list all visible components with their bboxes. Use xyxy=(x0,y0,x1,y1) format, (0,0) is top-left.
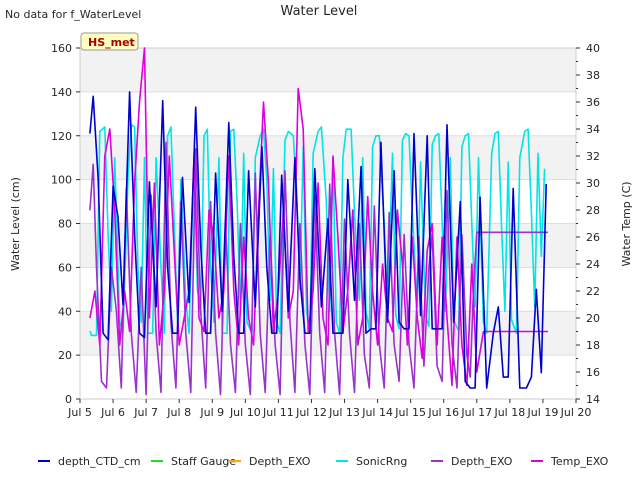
series-line-depth-exo xyxy=(89,141,548,396)
station-label-box: HS_met xyxy=(80,32,139,51)
y2-tick-label: 30 xyxy=(586,177,600,190)
y2-tick-label: 32 xyxy=(586,150,600,163)
y-tick-label: 160 xyxy=(51,42,72,55)
y2-tick-label: 14 xyxy=(586,393,600,406)
y-tick-label: 100 xyxy=(51,174,72,187)
x-tick-label: Jul 16 xyxy=(427,406,459,419)
legend: depth_CTD_cm Staff Gauge Depth_EXO SonicRng… xyxy=(38,455,609,468)
y-tick-label: 60 xyxy=(58,261,72,274)
chart-title: Water Level xyxy=(281,4,358,19)
x-tick-label: Jul 10 xyxy=(229,406,261,419)
x-tick-label: Jul 9 xyxy=(199,406,224,419)
legend-label: depth_CTD_cm xyxy=(58,455,141,468)
y-tick-label: 120 xyxy=(51,130,72,143)
y-axis-left: 0 20 40 60 80 100 120 140 160 xyxy=(51,42,80,406)
y-axis-label: Water Level (cm) xyxy=(9,177,22,271)
y-axis-right: 14 16 18 20 22 24 26 28 30 32 34 36 38 40 xyxy=(576,42,600,406)
y-tick-label: 40 xyxy=(58,305,72,318)
x-tick-label: Jul 13 xyxy=(328,406,360,419)
series-line-temp-exo xyxy=(89,47,548,387)
y-tick-label: 80 xyxy=(58,218,72,231)
y2-tick-label: 36 xyxy=(586,96,600,109)
y2-tick-label: 22 xyxy=(586,285,600,298)
y2-tick-label: 34 xyxy=(586,123,600,136)
y2-tick-label: 20 xyxy=(586,312,600,325)
legend-label: Depth_EXO xyxy=(451,455,513,468)
y2-tick-label: 24 xyxy=(586,258,600,271)
legend-label: Depth_EXO xyxy=(249,455,311,468)
x-tick-label: Jul 8 xyxy=(166,406,191,419)
y-tick-label: 20 xyxy=(58,349,72,362)
y2-tick-label: 26 xyxy=(586,231,600,244)
y2-tick-label: 40 xyxy=(586,42,600,55)
x-tick-label: Jul 7 xyxy=(133,406,158,419)
y2-tick-label: 16 xyxy=(586,366,600,379)
x-tick-label: Jul 12 xyxy=(295,406,327,419)
x-tick-label: Jul 11 xyxy=(262,406,294,419)
station-label: HS_met xyxy=(88,36,135,49)
x-tick-label: Jul 5 xyxy=(67,406,92,419)
y2-tick-label: 38 xyxy=(586,69,600,82)
x-axis: Jul 5 Jul 6 Jul 7 Jul 8 Jul 9 Jul 10 Jul 11 Jul… xyxy=(67,399,591,419)
x-tick-label: Jul 20 xyxy=(560,406,592,419)
x-tick-label: Jul 14 xyxy=(361,406,393,419)
legend-label: Staff Gauge xyxy=(171,455,236,468)
x-tick-label: Jul 6 xyxy=(100,406,125,419)
no-data-note: No data for f_WaterLevel xyxy=(5,8,141,21)
y2-axis-label: Water Temp (C) xyxy=(620,181,633,266)
x-tick-label: Jul 17 xyxy=(460,406,492,419)
x-tick-label: Jul 19 xyxy=(527,406,559,419)
series-line-depth-ctd-cm xyxy=(89,91,547,389)
x-tick-label: Jul 15 xyxy=(394,406,426,419)
series-line-sonicrng xyxy=(89,124,546,337)
y-tick-label: 0 xyxy=(65,393,72,406)
y2-tick-label: 28 xyxy=(586,204,600,217)
background-band xyxy=(80,48,576,92)
y-tick-label: 140 xyxy=(51,86,72,99)
y2-tick-label: 18 xyxy=(586,339,600,352)
x-tick-label: Jul 18 xyxy=(493,406,525,419)
legend-label: SonicRng xyxy=(356,455,407,468)
series-layer xyxy=(89,47,548,396)
background-band xyxy=(80,135,576,180)
legend-label: Temp_EXO xyxy=(550,455,609,468)
